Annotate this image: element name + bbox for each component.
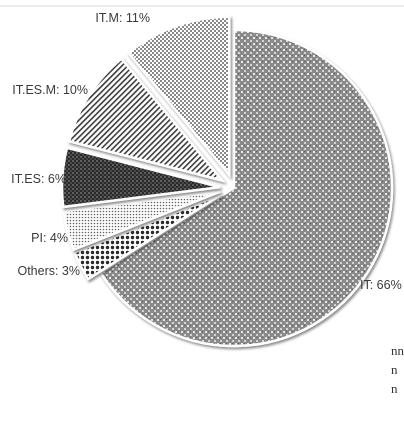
pie-slice-it-m [126,15,231,179]
edge-text-3: n [391,381,398,396]
pie-labels: IT: 66% Others: 3% PI: 4% IT.ES: 6% IT.ES.M:… [11,11,402,292]
edge-text-2: n [391,362,398,377]
slice-label-it-es-m: IT.ES.M: 10% [12,83,88,97]
slice-label-it-m: IT.M: 11% [95,11,150,25]
edge-text-1: nn [391,343,404,358]
pie-slice-it-es [60,146,221,209]
pie-slice-pi [62,190,221,252]
slice-label-others: Others: 3% [17,264,80,278]
pie-slices [60,15,394,348]
pie-slice-it [98,28,394,348]
pie-slice-others [72,193,223,281]
slice-label-pi: PI: 4% [31,231,68,245]
pie-slice-it-es-m [67,56,226,183]
slice-label-it-es: IT.ES: 6% [11,172,66,186]
slice-label-it: IT: 66% [360,278,402,292]
